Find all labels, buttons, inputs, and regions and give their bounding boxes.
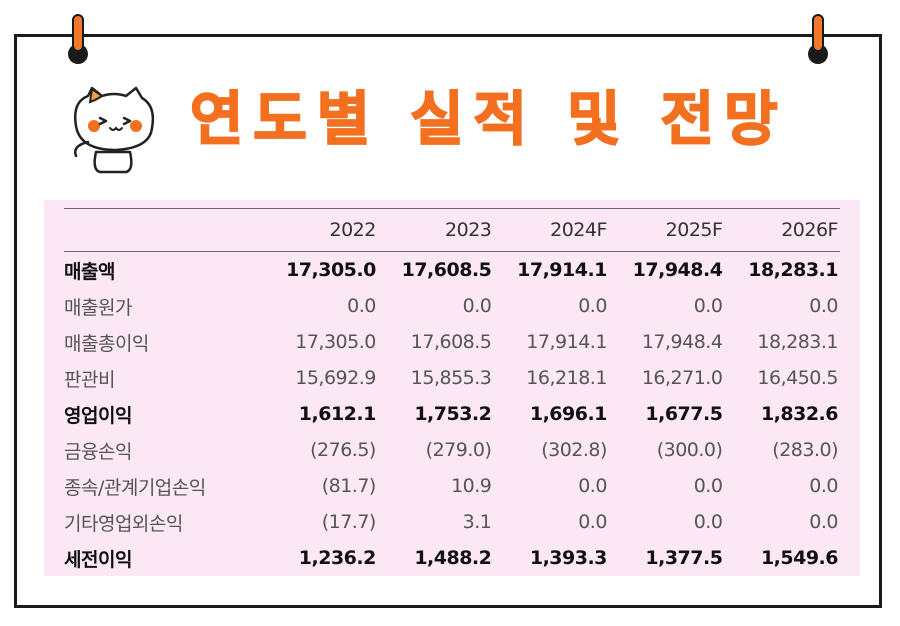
table-row: 매출원가 0.0 0.0 0.0 0.0 0.0	[64, 288, 840, 324]
table-cell: 1,753.2	[414, 403, 492, 425]
table-cell: 1,832.6	[760, 403, 839, 425]
table-cell: 0.0	[578, 475, 607, 497]
table-cell: 16,218.1	[526, 367, 607, 389]
page-title: 연도별 실적 및 전망	[189, 85, 788, 153]
table-cell: 1,377.5	[645, 547, 723, 569]
binder-pin-icon	[806, 14, 830, 68]
table-cell: 15,692.9	[295, 367, 376, 389]
table-cell: 16,450.5	[757, 367, 838, 389]
table-cell: 1,677.5	[645, 403, 723, 425]
table-cell: 10.9	[451, 475, 492, 497]
binder-pin-icon	[66, 14, 90, 68]
table-cell: 1,612.1	[298, 403, 377, 425]
table-cell: 1,236.2	[298, 547, 377, 569]
column-header-year: 2026F	[781, 219, 838, 241]
table-cell: 1,488.2	[414, 547, 492, 569]
table-row: 매출액 17,305.0 17,608.5 17,914.1 17,948.4 18,28…	[64, 252, 840, 289]
table-cell: (300.0)	[656, 439, 723, 461]
table-cell: (279.0)	[425, 439, 492, 461]
table-cell: 17,305.0	[286, 259, 376, 281]
table-cell: 17,948.4	[641, 331, 723, 353]
table-cell: 0.0	[693, 295, 723, 317]
table-cell: 0.0	[693, 511, 723, 533]
row-label: 세전이익	[64, 548, 132, 571]
table-cell: 1,549.6	[760, 547, 839, 569]
row-label: 판관비	[64, 368, 115, 391]
table-cell: 0.0	[809, 511, 838, 533]
table-cell: 3.1	[462, 511, 492, 533]
table-cell: (283.0)	[772, 439, 838, 461]
row-label: 금융손익	[64, 440, 132, 463]
row-label: 매출총이익	[64, 332, 149, 355]
row-label: 매출액	[64, 260, 115, 283]
table-cell: (302.8)	[541, 439, 607, 461]
cat-mascot-icon	[74, 86, 155, 174]
table-row: 세전이익 1,236.2 1,488.2 1,393.3 1,377.5 1,549.6	[64, 540, 840, 576]
table-cell: 17,948.4	[632, 259, 723, 281]
table-cell: 0.0	[809, 295, 838, 317]
table-cell: 17,305.0	[295, 331, 376, 353]
table-row: 기타영업외손익 (17.7) 3.1 0.0 0.0 0.0	[64, 504, 840, 540]
table-cell: 17,608.5	[410, 331, 492, 353]
row-label: 매출원가	[64, 296, 132, 319]
column-header-year: 2024F	[550, 219, 607, 241]
table-cell: 0.0	[462, 295, 492, 317]
column-header-year: 2025F	[665, 219, 723, 241]
table-cell: (81.7)	[321, 475, 377, 497]
table-cell: 16,271.0	[641, 367, 723, 389]
table-cell: 0.0	[347, 295, 376, 317]
table-header-row: 2022 2023 2024F 2025F 2026F	[64, 208, 840, 252]
table-cell: 18,283.1	[748, 259, 838, 281]
table-cell: 17,914.1	[526, 331, 607, 353]
table-row: 금융손익 (276.5) (279.0) (302.8) (300.0) (283.0)	[64, 432, 840, 468]
table-cell: 17,914.1	[517, 259, 607, 281]
financial-table-panel: 2022 2023 2024F 2025F 2026F 매출액 17,305.0 17,60…	[44, 200, 860, 576]
table-row: 매출총이익 17,305.0 17,608.5 17,914.1 17,948.4 18,…	[64, 324, 840, 360]
row-label: 종속/관계기업손익	[64, 476, 206, 499]
column-header-year: 2022	[329, 219, 376, 241]
row-label: 기타영업외손익	[64, 512, 183, 535]
row-label: 영업이익	[64, 404, 132, 427]
table-cell: (17.7)	[321, 511, 377, 533]
table-cell: 1,696.1	[529, 403, 608, 425]
column-header-label	[64, 209, 262, 252]
table-cell: (276.5)	[310, 439, 376, 461]
table-cell: 0.0	[809, 475, 838, 497]
table-cell: 1,393.3	[529, 547, 608, 569]
table-cell: 0.0	[578, 295, 607, 317]
column-header-year: 2023	[445, 219, 492, 241]
table-row: 판관비 15,692.9 15,855.3 16,218.1 16,271.0 16,45…	[64, 360, 840, 396]
table-cell: 18,283.1	[757, 331, 838, 353]
table-row: 종속/관계기업손익 (81.7) 10.9 0.0 0.0 0.0	[64, 468, 840, 504]
financial-table: 2022 2023 2024F 2025F 2026F 매출액 17,305.0 17,60…	[64, 208, 840, 576]
table-cell: 0.0	[693, 475, 723, 497]
table-cell: 0.0	[578, 511, 607, 533]
table-row: 영업이익 1,612.1 1,753.2 1,696.1 1,677.5 1,832.6	[64, 396, 840, 432]
table-cell: 17,608.5	[401, 259, 492, 281]
table-cell: 15,855.3	[410, 367, 492, 389]
